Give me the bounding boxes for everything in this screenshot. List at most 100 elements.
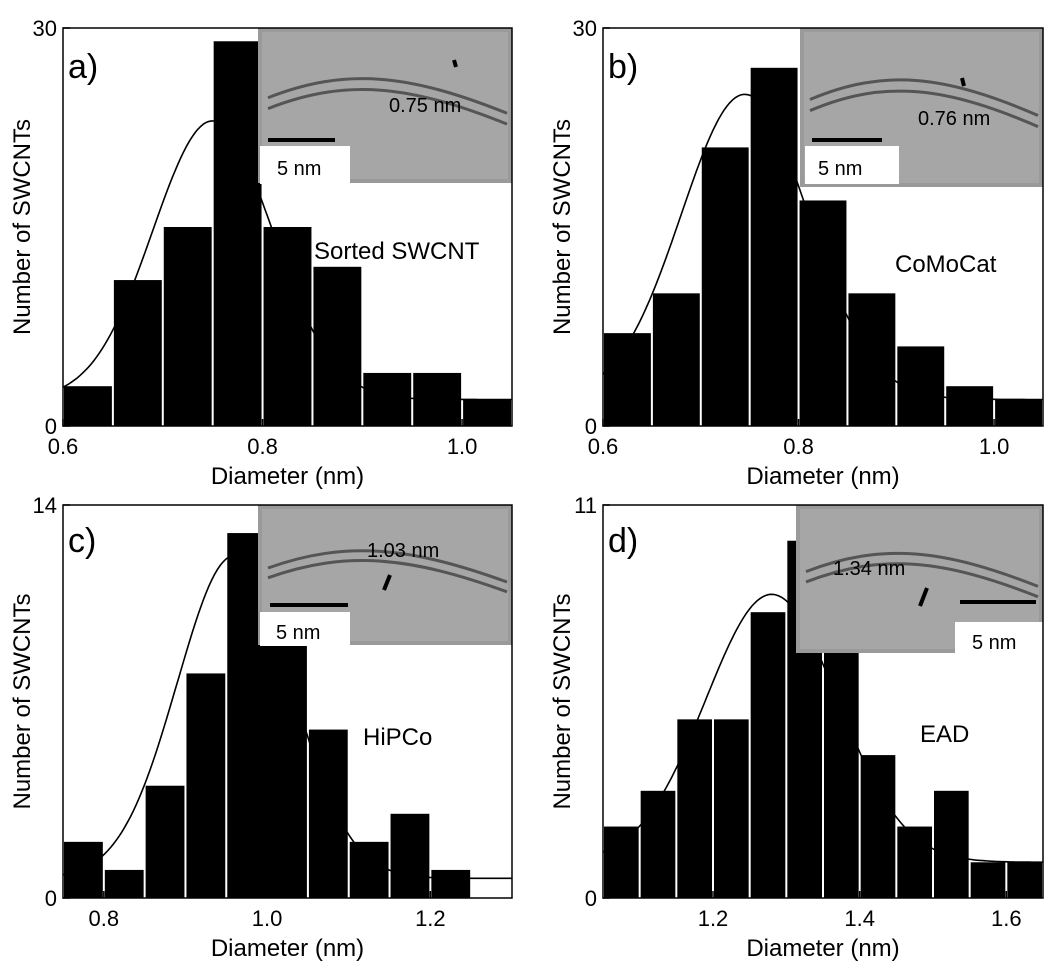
y-axis-title: Number of SWCNTs [549,119,576,335]
panel-3: 1.03 nm 5 nm 0.8 1.0 1.2 0 14 Diameter (nm) Numb… [9,493,513,962]
nanotube-wall [805,562,1039,599]
nanotube-wall [267,77,508,115]
scale-label-box [955,622,1043,658]
histogram-bar [604,826,639,898]
tem-inset: 1.03 nm 5 nm [258,505,512,646]
panel-2: 0.76 nm 5 nm 0.6 0.8 1.0 0 30 Diameter (nm) Numb… [549,16,1044,490]
gaussian-fit-line [63,554,512,880]
nanotube-wall [267,559,508,594]
histogram-bar [640,790,676,898]
histogram-bar [64,841,103,898]
plot-frame [62,504,513,899]
plot-frame [602,27,1044,427]
diameter-label: 0.76 nm [918,108,990,130]
histogram-bar [268,645,307,898]
plot-frame [602,504,1044,899]
histogram-bar [213,41,262,426]
x-tick-label: 1.0 [252,906,283,931]
x-tick-label: 1.0 [447,434,478,459]
diameter-label: 1.03 nm [367,540,439,562]
plot-area [63,533,512,898]
sample-label: HiPCo [363,724,432,751]
x-tick-label: 0.6 [48,434,79,459]
scale-label-box [805,146,899,184]
x-axis-title: Diameter (nm) [211,463,364,490]
nanotube-wall [267,549,508,584]
panel-4: 1.34 nm 5 nm 1.2 1.4 1.6 0 11 Diameter (nm) Numb… [549,493,1044,962]
histogram-bar [799,200,847,426]
diameter-label: 1.34 nm [833,558,905,580]
y-tick-label: 30 [573,16,597,41]
histogram-bar [652,293,700,426]
sample-label: Sorted SWCNT [314,238,480,265]
histogram-bar [513,413,561,426]
y-tick-label: 0 [585,886,597,911]
x-axis-title: Diameter (nm) [211,935,364,962]
gaussian-fit-line [603,593,1043,863]
histogram-bar [701,147,749,426]
y-axis-title: Number of SWCNTs [549,593,576,809]
nanotube-wall [809,89,1039,128]
y-tick-label: 0 [45,886,57,911]
sample-label: CoMoCat [895,251,997,278]
panel-tag: d) [608,522,638,560]
histogram-bar [263,227,312,426]
histogram-bar [145,785,185,898]
diameter-label: 0.75 nm [389,95,461,117]
panel-tag: a) [68,48,98,86]
gaussian-fit-line [63,120,512,401]
y-tick-label: 11 [574,493,597,518]
plot-frame [62,27,513,427]
histogram-bar [934,790,969,898]
x-tick-label: 0.8 [89,906,120,931]
histogram-bar [970,862,1006,898]
histogram-bar [714,719,749,898]
y-axis-title: Number of SWCNTs [9,593,36,809]
scale-label-box [260,146,350,184]
x-tick-label: 0.6 [588,434,619,459]
x-tick-label: 0.8 [247,434,278,459]
histogram-bar [750,612,786,898]
x-tick-label: 1.2 [698,906,729,931]
histogram-bar [313,266,362,426]
diameter-marker [382,574,392,591]
scale-label-box [260,612,350,646]
histogram-bar [64,386,112,426]
histogram-bar [995,399,1042,426]
histogram-bar [431,869,471,898]
diameter-marker [452,59,458,68]
scale-bar-label: 5 nm [818,158,862,180]
plot-area [63,41,561,426]
histogram-bar [463,399,511,426]
histogram-bar [113,280,162,426]
histogram-bar [750,67,798,426]
x-tick-label: 1.0 [979,434,1010,459]
x-tick-label: 0.8 [783,434,814,459]
y-tick-label: 0 [585,414,597,439]
x-axis-title: Diameter (nm) [746,935,899,962]
nanotube-wall [809,78,1039,117]
y-tick-label: 30 [33,16,57,41]
tem-inset: 0.75 nm 5 nm [258,28,512,184]
histogram-bar [604,333,651,426]
histogram-bar [363,372,412,426]
scale-bar-label: 5 nm [276,622,320,644]
histogram-bar [897,826,932,898]
sample-label: EAD [920,721,969,748]
nanotube-wall [267,88,508,126]
histogram-bar [946,386,994,426]
y-tick-label: 14 [33,493,57,518]
x-tick-label: 1.2 [415,906,446,931]
panel-tag: c) [68,522,96,560]
tem-inset: 1.34 nm 5 nm [796,505,1043,658]
gaussian-fit-line [603,93,1043,401]
plot-area [603,67,1043,426]
histogram-bar [824,612,859,898]
x-tick-label: 1.6 [991,906,1022,931]
histogram-bar [1007,862,1042,898]
x-tick-label: 1.4 [844,906,875,931]
histogram-bar [677,719,712,898]
scale-bar-label: 5 nm [277,158,321,180]
histogram-bar [848,293,896,426]
histogram-bar [390,813,430,898]
